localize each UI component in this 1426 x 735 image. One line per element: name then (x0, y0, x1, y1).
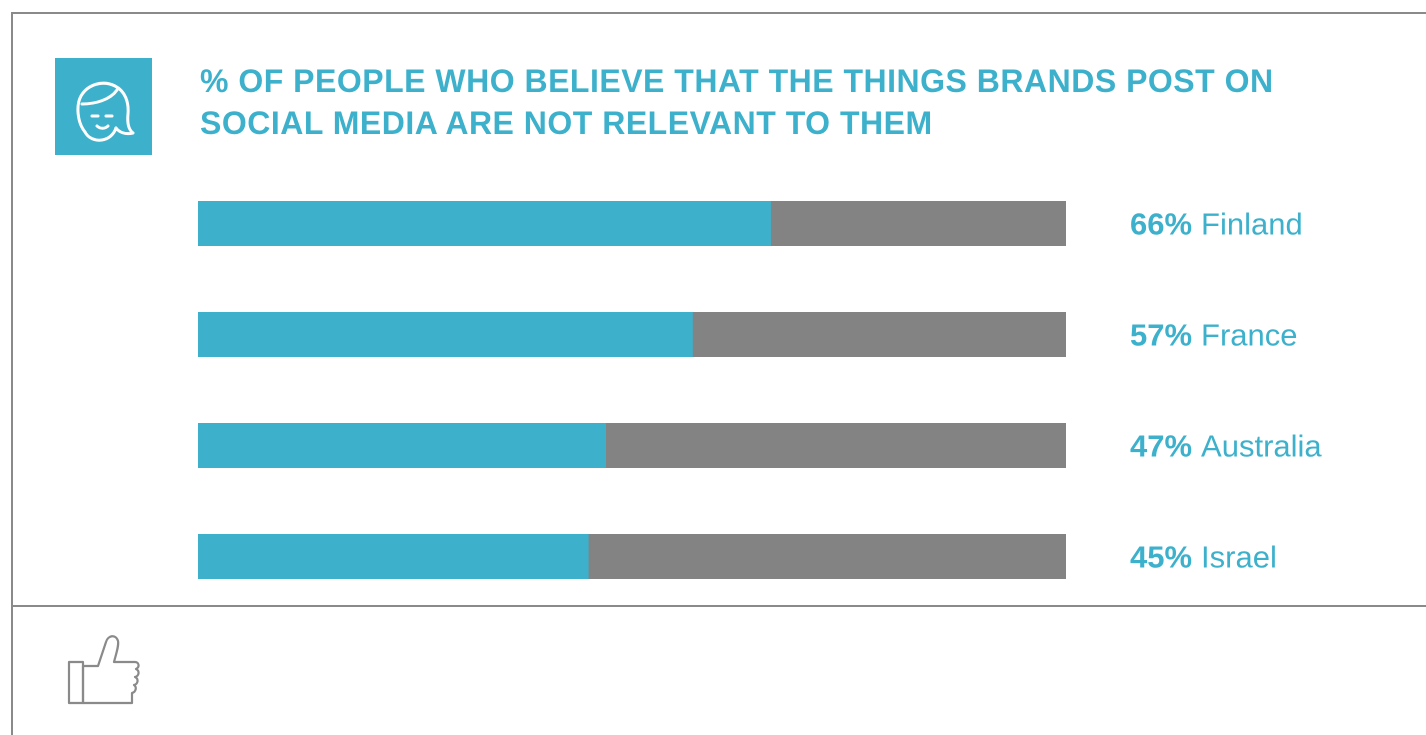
category-label: Finland (1201, 207, 1303, 242)
bar-label-australia: 47% Australia (1130, 429, 1322, 464)
value-label: 47% (1130, 429, 1192, 464)
bar-israel (198, 534, 589, 579)
next-panel (11, 605, 1426, 735)
category-label: Australia (1201, 429, 1322, 464)
chart-panel (11, 12, 1426, 607)
chart-title: % OF PEOPLE WHO BELIEVE THAT THE THINGS … (200, 60, 1400, 144)
bar-label-finland: 66% Finland (1130, 207, 1303, 242)
bar-label-israel: 45% Israel (1130, 540, 1277, 575)
bar-france (198, 312, 693, 357)
bar-finland (198, 201, 771, 246)
value-label: 66% (1130, 207, 1192, 242)
person-head-icon (55, 58, 152, 155)
chart-title-line-1: % OF PEOPLE WHO BELIEVE THAT THE THINGS … (200, 63, 1274, 99)
value-label: 45% (1130, 540, 1192, 575)
value-label: 57% (1130, 318, 1192, 353)
category-label: Israel (1201, 540, 1277, 575)
category-label: France (1201, 318, 1297, 353)
bar-australia (198, 423, 606, 468)
thumbs-up-icon (66, 632, 144, 712)
bar-label-france: 57% France (1130, 318, 1298, 353)
chart-title-line-2: SOCIAL MEDIA ARE NOT RELEVANT TO THEM (200, 105, 933, 141)
